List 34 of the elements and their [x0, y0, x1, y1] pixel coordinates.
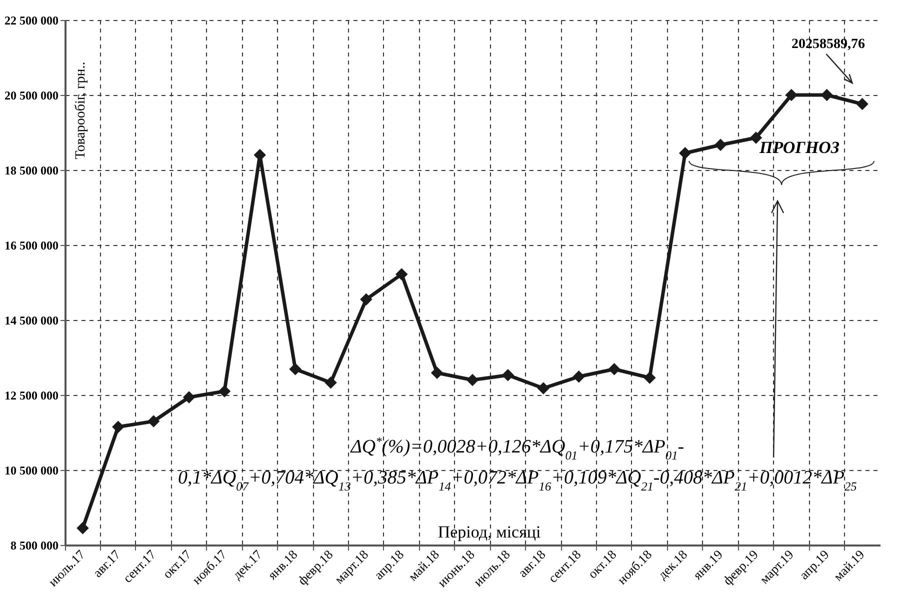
y-tick-label: 16 500 000: [4, 238, 58, 252]
text: 0,1*ΔQ$_{07}$+0,704*ΔQ$_{13}$+0,385*ΔP$_{14}$+0,072*ΔP$_{16}$+0,109*ΔQ$_{21}$-0,408*ΔP$_{21}$+0,0012*ΔP$_{25}$: [178, 467, 857, 494]
point: [502, 369, 514, 382]
point: [147, 415, 160, 428]
point: [289, 363, 302, 376]
y-tick-label: 10 500 000: [4, 464, 58, 478]
y-tick-label: 22 500 000: [4, 14, 58, 28]
y-axis-title: Товарообіг, грн..: [74, 62, 88, 160]
point: [572, 370, 585, 383]
annotation: ΔQ$^{*}$(%)=0,0028+0,126*ΔQ$_{01}$+0,175*ΔP$_{01}$-: [350, 434, 684, 462]
y-tick-label: 8 500 000: [10, 538, 58, 552]
point: [430, 366, 444, 379]
x-axis-title: Період, місяці: [438, 522, 542, 542]
point: [856, 98, 868, 110]
point: [360, 293, 372, 306]
annotation: ПРОГНОЗ: [758, 138, 840, 157]
point: [537, 382, 550, 394]
point: [324, 376, 337, 389]
point: [76, 522, 89, 534]
y-tick-label: 12 500 000: [4, 388, 58, 402]
y-tick-label: 14 500 000: [4, 314, 58, 328]
point: [466, 374, 479, 386]
y-tick-label: 20 500 000: [4, 88, 58, 102]
point: [182, 391, 196, 404]
annotation: 20258589,76: [792, 37, 866, 52]
point: [218, 385, 231, 398]
point: [608, 363, 620, 376]
point: [678, 147, 692, 160]
point: [112, 420, 124, 433]
point: [714, 138, 727, 151]
y-tick-label: 18 500 000: [4, 164, 58, 178]
point: [644, 372, 656, 384]
point: [820, 88, 833, 102]
point: [396, 268, 408, 280]
